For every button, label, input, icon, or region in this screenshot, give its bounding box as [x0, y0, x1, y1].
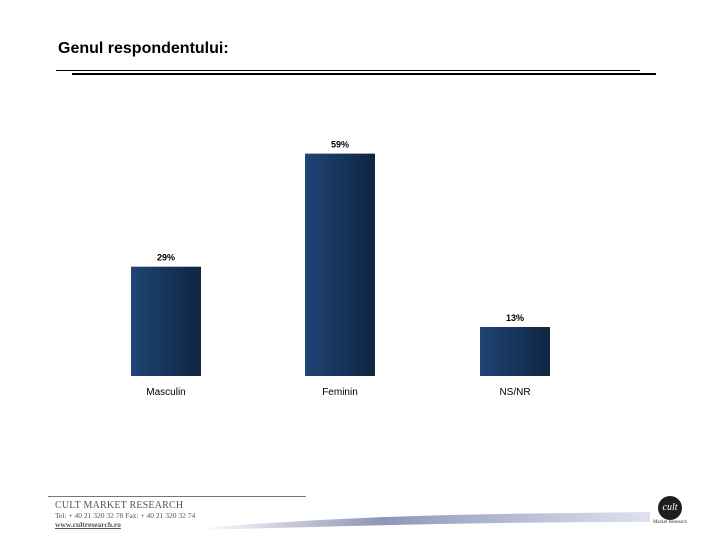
value-label: 59%	[331, 140, 349, 150]
value-label: 29%	[157, 253, 175, 263]
footer-contact: Tel: + 40 21 320 32 78 Fax: + 40 21 320 …	[55, 511, 196, 520]
footer-website-link[interactable]: www.cultresearch.ro	[55, 520, 121, 529]
company-logo: cult Market Research	[652, 496, 688, 532]
logo-caption: Market Research	[652, 520, 687, 525]
bar-ns-nr	[480, 327, 550, 376]
category-label: Feminin	[322, 387, 358, 398]
footer-company: CULT MARKET RESEARCH	[55, 500, 184, 511]
value-label: 13%	[506, 313, 524, 323]
category-label: Masculin	[146, 387, 185, 398]
footer-swoosh-decoration	[200, 512, 650, 530]
bar-masculin	[131, 266, 201, 376]
footer-divider	[48, 496, 306, 497]
title-divider-thin	[56, 70, 640, 71]
page-title: Genul respondentului:	[58, 40, 229, 57]
category-label: NS/NR	[499, 387, 530, 398]
title-divider-thick	[72, 73, 656, 75]
bar-feminin	[305, 153, 375, 376]
logo-mark: cult	[658, 496, 682, 520]
footer: CULT MARKET RESEARCH Tel: + 40 21 320 32…	[55, 500, 195, 529]
